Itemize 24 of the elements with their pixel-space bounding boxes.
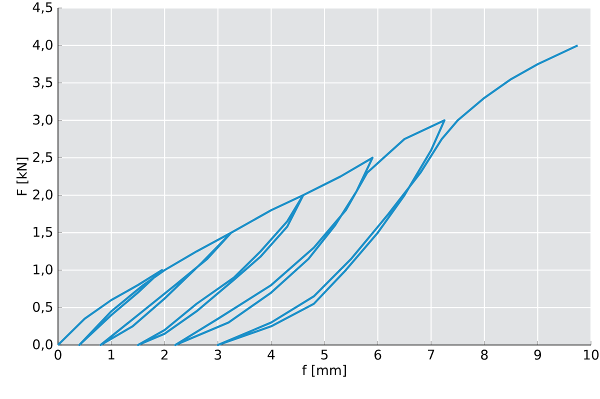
y-tick-label: 2,5 — [33, 152, 52, 164]
y-tick-label: 4,5 — [32, 2, 52, 14]
x-tick-label: 9 — [534, 350, 541, 360]
y-axis-title: F [kN] — [16, 158, 28, 196]
x-tick-label: 8 — [481, 350, 488, 360]
y-tick-label: 3,0 — [33, 114, 52, 126]
x-tick-label: 1 — [108, 350, 114, 360]
y-tick-label: 1,0 — [34, 264, 52, 276]
y-tick-label: 2,0 — [33, 190, 52, 201]
x-tick-label: 2 — [161, 350, 168, 360]
y-tick-label: 1,5 — [34, 227, 52, 238]
x-tick-label: 7 — [428, 350, 434, 360]
x-tick-label: 4 — [268, 350, 275, 360]
x-tick-label: 0 — [54, 350, 62, 360]
x-tick-label: 3 — [214, 350, 222, 360]
x-tick-label: 10 — [584, 350, 599, 360]
x-tick-label: 6 — [374, 350, 382, 360]
x-axis-title: f [mm] — [302, 364, 346, 377]
x-tick-label: 5 — [321, 350, 328, 360]
y-tick-label: 3,5 — [33, 77, 52, 89]
y-tick-label: 0,0 — [33, 339, 52, 351]
y-tick-label: 4,0 — [32, 40, 52, 52]
line-series — [56, 44, 579, 346]
y-tick-label: 0,5 — [33, 302, 52, 314]
